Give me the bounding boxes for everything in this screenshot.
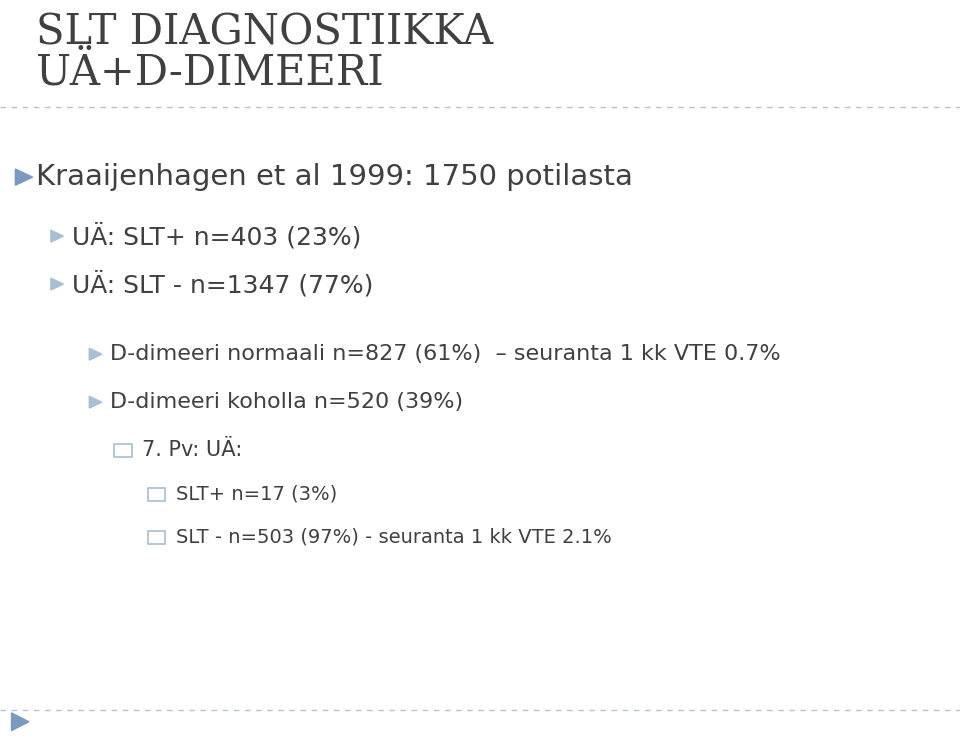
Polygon shape (89, 348, 102, 360)
Text: SLT - n=503 (97%) - seuranta 1 kk VTE 2.1%: SLT - n=503 (97%) - seuranta 1 kk VTE 2.… (176, 528, 612, 547)
Polygon shape (89, 396, 102, 408)
Text: SLT+ n=17 (3%): SLT+ n=17 (3%) (176, 485, 337, 504)
Text: Kraaijenhagen et al 1999: 1750 potilasta: Kraaijenhagen et al 1999: 1750 potilasta (36, 163, 634, 191)
Polygon shape (15, 169, 33, 185)
Text: D-dimeeri koholla n=520 (39%): D-dimeeri koholla n=520 (39%) (110, 392, 464, 413)
Text: D-dimeeri normaali n=827 (61%)  – seuranta 1 kk VTE 0.7%: D-dimeeri normaali n=827 (61%) – seurant… (110, 344, 781, 365)
Text: UÄ: SLT+ n=403 (23%): UÄ: SLT+ n=403 (23%) (72, 223, 361, 249)
Polygon shape (51, 230, 63, 242)
Text: UÄ+D-DIMEERI: UÄ+D-DIMEERI (36, 52, 384, 94)
Text: SLT DIAGNOSTIIKKA: SLT DIAGNOSTIIKKA (36, 11, 493, 53)
Text: UÄ: SLT - n=1347 (77%): UÄ: SLT - n=1347 (77%) (72, 271, 373, 297)
Polygon shape (51, 278, 63, 290)
Text: 7. Pv: UÄ:: 7. Pv: UÄ: (142, 440, 242, 461)
Polygon shape (12, 713, 29, 731)
